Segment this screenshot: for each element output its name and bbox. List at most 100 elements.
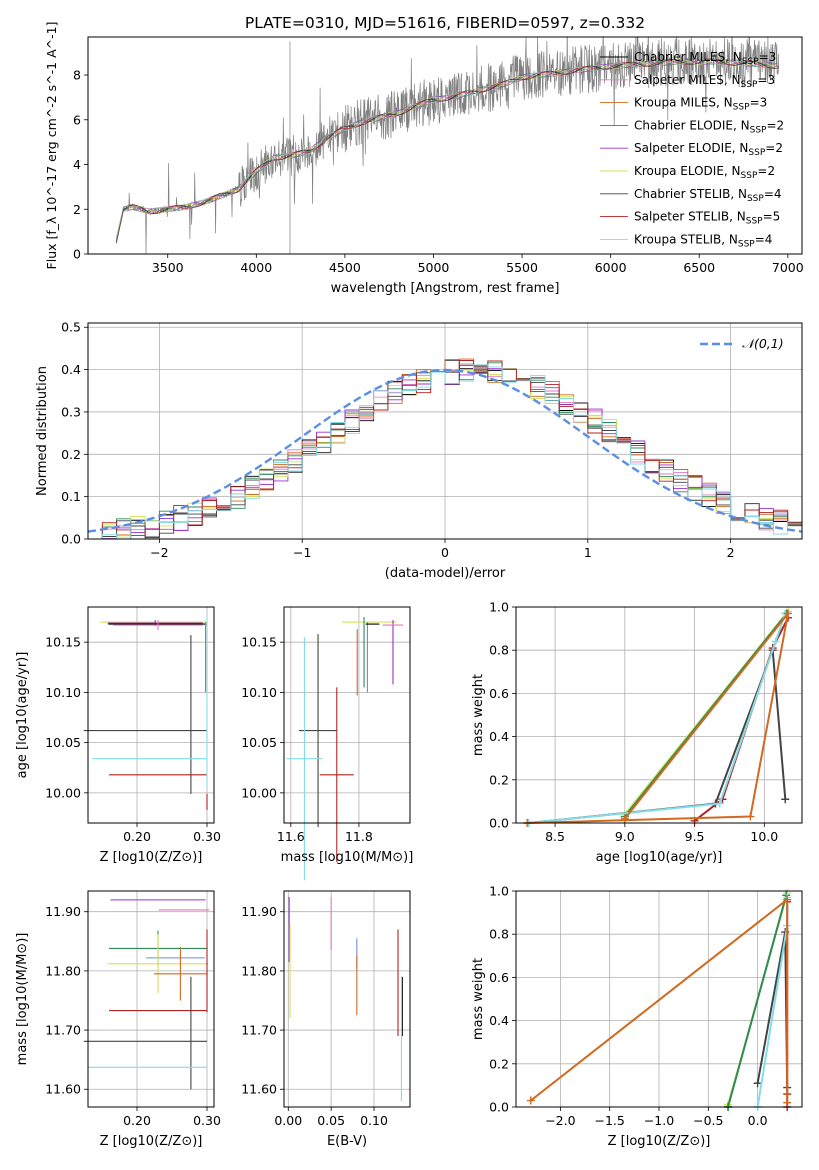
- x-tick-label: 7000: [772, 260, 804, 275]
- residuals-ylabel: Normed distribution: [35, 366, 50, 496]
- errorbar-point: [286, 637, 323, 881]
- mass_vs_Z-axes: 0.20 0.30 11.60 11.70 11.80 11.90: [45, 891, 221, 1128]
- massweight_vs_Z-xlabel: Z [log10(Z/Z⊙)]: [608, 1134, 711, 1149]
- legend-label: Chabrier ELODIE, NSSP=2: [634, 118, 784, 135]
- y-tick-label: 10.00: [45, 785, 81, 800]
- y-tick-label: 0.6: [489, 970, 509, 985]
- figure-title: PLATE=0310, MJD=51616, FIBERID=0597, z=0…: [245, 14, 645, 32]
- weight-marker: [526, 1096, 535, 1105]
- legend-label: Salpeter STELIB, NSSP=5: [634, 210, 780, 227]
- gaussian-reference-line: [87, 368, 803, 533]
- x-tick-label: 4000: [240, 260, 272, 275]
- age_vs_Z-axes: 0.20 0.30 10.00 10.05 10.10 10.15: [45, 607, 221, 844]
- weight-marker: [783, 895, 792, 904]
- x-tick-label: 11.6: [277, 829, 305, 844]
- legend-label: Chabrier MILES, NSSP=3: [634, 50, 776, 67]
- y-tick-label: 0.5: [61, 320, 81, 335]
- age_vs_Z-xlabel: Z [log10(Z/Z⊙)]: [100, 850, 203, 865]
- residual-histogram: [88, 360, 802, 540]
- spectrum-legend: Chabrier MILES, NSSP=3 Salpeter MILES, NS…: [600, 50, 784, 249]
- mass_vs_Z-ylabel: mass [log10(M/M⊙)]: [15, 933, 30, 1066]
- x-tick-label: 9.0: [615, 829, 635, 844]
- y-tick-label: 0.0: [489, 816, 509, 831]
- x-tick-label: 0.30: [193, 829, 221, 844]
- y-tick-label: 0.2: [489, 772, 509, 787]
- y-tick-label: 6: [73, 112, 81, 127]
- y-tick-label: 0.3: [61, 404, 81, 419]
- y-tick-label: 11.70: [241, 1023, 277, 1038]
- weight-marker: [783, 1098, 792, 1107]
- y-tick-label: 1.0: [489, 600, 509, 615]
- spectrum-model-line: [116, 58, 780, 240]
- y-tick-label: 0.8: [489, 927, 509, 942]
- y-tick-label: 8: [73, 68, 81, 83]
- errorbar-point: [153, 947, 207, 1001]
- legend-label: Salpeter ELODIE, NSSP=2: [634, 141, 783, 158]
- x-tick-label: 0.20: [123, 1113, 151, 1128]
- y-tick-label: 0.4: [61, 362, 81, 377]
- y-tick-label: 10.00: [241, 785, 277, 800]
- spectrum-ylabel: Flux [f_λ 10^-17 erg cm^-2 s^-1 A^-1]: [44, 22, 59, 270]
- mass_vs_EBV-frame: [283, 890, 411, 1108]
- spectrum-model-line: [116, 58, 780, 239]
- weight-line: [528, 613, 787, 824]
- y-tick-label: 10.10: [45, 685, 81, 700]
- x-tick-label: 5500: [506, 260, 538, 275]
- y-tick-label: 0.6: [489, 686, 509, 701]
- weight-series: [690, 613, 793, 825]
- residual-histogram: [88, 364, 802, 540]
- x-tick-label: 0.10: [360, 1113, 388, 1128]
- weight-marker: [620, 814, 629, 823]
- massweight_vs_age-xlabel: age [log10(age/yr)]: [596, 850, 723, 865]
- x-tick-label: 2: [727, 545, 735, 560]
- y-tick-label: 4: [73, 157, 81, 172]
- massweight_vs_age-frame: [515, 606, 803, 824]
- x-tick-label: 0.05: [317, 1113, 345, 1128]
- residuals-xlabel: (data-model)/error: [385, 566, 506, 581]
- y-tick-label: 11.90: [45, 904, 81, 919]
- massweight_vs_age-ylabel: mass weight: [471, 674, 486, 756]
- y-tick-label: 0.2: [489, 1056, 509, 1071]
- weight-series: [526, 895, 792, 1107]
- errorbar-point: [107, 934, 209, 994]
- x-tick-label: −1.5: [595, 1113, 625, 1128]
- weight-marker: [771, 637, 780, 646]
- weight-series: [523, 609, 793, 827]
- x-tick-label: −1.0: [644, 1113, 674, 1128]
- y-tick-label: 10.05: [45, 735, 81, 750]
- y-tick-label: 0.4: [489, 1013, 509, 1028]
- y-tick-label: 1.0: [489, 884, 509, 899]
- y-tick-label: 11.70: [45, 1023, 81, 1038]
- x-tick-label: 0: [441, 545, 449, 560]
- x-tick-label: −1: [293, 545, 311, 560]
- weight-marker: [746, 812, 755, 821]
- legend-label: Chabrier STELIB, NSSP=4: [634, 187, 782, 204]
- y-tick-label: 10.10: [241, 685, 277, 700]
- spectrum-model-line: [116, 58, 780, 242]
- y-tick-label: 0: [73, 247, 81, 262]
- spectrum-data-line: [115, 37, 780, 254]
- weight-line: [624, 612, 788, 818]
- weight-line: [527, 612, 789, 824]
- x-tick-label: 0.30: [193, 1113, 221, 1128]
- errorbar-point: [319, 687, 354, 863]
- weight-marker: [753, 1079, 762, 1088]
- weight-series: [753, 928, 792, 1092]
- y-tick-label: 11.80: [45, 963, 81, 978]
- x-tick-label: −2.0: [545, 1113, 575, 1128]
- errorbar-point: [113, 620, 203, 631]
- weight-marker: [715, 799, 724, 808]
- y-tick-label: 0.4: [489, 729, 509, 744]
- y-tick-label: 0.8: [489, 643, 509, 658]
- x-tick-label: 0.20: [123, 829, 151, 844]
- age_vs_mass-axes: 11.6 11.8 10.00 10.05 10.10 10.15: [241, 607, 410, 844]
- y-tick-label: 2: [73, 202, 81, 217]
- x-tick-label: −2: [150, 545, 168, 560]
- x-tick-label: 8.5: [545, 829, 565, 844]
- weight-marker: [784, 609, 793, 618]
- x-tick-label: 0.00: [274, 1113, 302, 1128]
- weight-line: [727, 895, 788, 1108]
- spectrum-frame: [87, 36, 803, 255]
- y-tick-label: 11.60: [45, 1082, 81, 1097]
